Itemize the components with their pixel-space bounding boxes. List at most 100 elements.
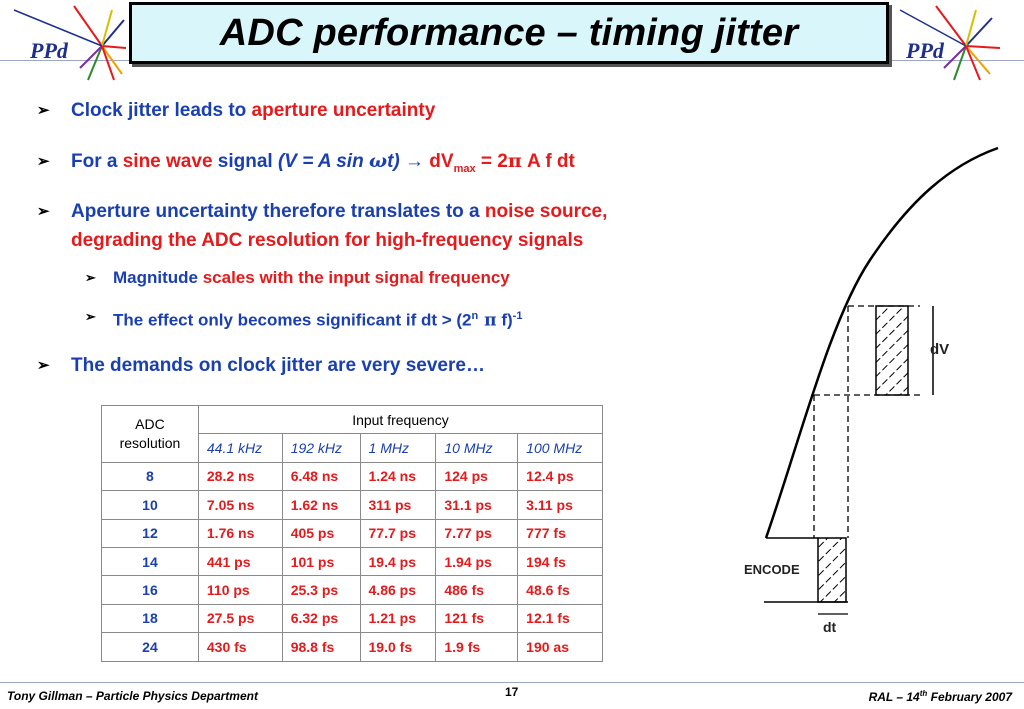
formula-arrow: → [399,151,430,172]
jitter-value-cell: 1.9 fs [435,632,519,662]
resolution-cell: 24 [101,632,199,662]
adc-resolution-header: ADC resolution [101,405,199,463]
resolution-cell: 18 [101,603,199,634]
bullet-text: The effect only becomes significant if d… [113,310,472,330]
bullet-text: Clock jitter leads to [71,100,252,121]
jitter-value-cell: 19.4 ps [359,546,437,577]
superscript-n: n [471,310,479,322]
formula-part: (V = A sin [277,151,369,172]
bullet-highlight: sine wave [122,151,213,172]
frequency-header: 10 MHz [435,433,519,463]
dv-hatched-box [875,305,909,396]
jitter-value-cell: 28.2 ns [197,461,283,492]
jitter-table: ADC resolution Input frequency 44.1 kHz 1… [101,404,604,662]
jitter-value-cell: 25.3 ps [281,575,361,605]
bullet-text: Aperture uncertainty therefore translate… [71,201,485,222]
table-row: 10 7.05 ns 1.62 ns 311 ps 31.1 ps 3.11 ps [101,490,603,520]
bullet-sine-wave: ➢ For a sine wave signal (V = A sin ωt) … [37,147,575,184]
aperture-jitter-diagram: dV ENCODE dt [744,146,999,635]
bullet-highlight: noise source, [484,201,608,222]
footer-date-sup: th [919,689,928,698]
bullet-demands: ➢ The demands on clock jitter are very s… [37,351,485,380]
jitter-value-cell: 3.11 ps [517,490,603,520]
jitter-value-cell: 4.86 ps [359,575,437,605]
formula-part: = 2 [475,151,508,172]
footer-author: Tony Gillman – Particle Physics Departme… [7,689,258,703]
jitter-value-cell: 124 ps [435,461,519,492]
frequency-header: 192 kHz [281,433,361,463]
footer-date-part: February 2007 [927,690,1012,704]
resolution-cell: 10 [101,490,199,520]
subbullet-effect: ➢ The effect only becomes significant if… [85,302,522,336]
bullet-text: The demands on clock jitter are very sev… [71,355,485,376]
bullet-text: f) [496,310,513,330]
table-row: 12 1.76 ns 405 ps 77.7 ps 7.77 ps 777 fs [101,518,603,548]
bullet-highlight: aperture uncertainty [251,100,436,121]
bullet-clock-jitter: ➢ Clock jitter leads to aperture uncerta… [37,96,436,125]
footer-date-part: RAL – 14 [868,690,920,704]
resolution-cell: 14 [101,546,199,577]
bullet-text: Magnitude [113,268,203,287]
bullet-arrow-icon: ➢ [85,309,96,324]
frequency-header: 1 MHz [359,433,437,463]
frequency-header: 44.1 kHz [197,433,283,463]
jitter-value-cell: 190 as [517,632,603,662]
frequency-header-row: 44.1 kHz 192 kHz 1 MHz 10 MHz 100 MHz [102,433,603,463]
particle-burst-icon [13,5,127,81]
jitter-value-cell: 7.05 ns [197,490,283,520]
jitter-value-cell: 486 fs [435,575,519,605]
bullet-arrow-icon: ➢ [37,357,50,374]
particle-burst-icon [899,5,1001,81]
bullet-arrow-icon: ➢ [37,102,50,119]
jitter-value-cell: 101 ps [281,546,361,577]
jitter-value-cell: 31.1 ps [435,490,519,520]
table-row: 16 110 ps 25.3 ps 4.86 ps 486 fs 48.6 fs [101,575,603,605]
jitter-value-cell: 311 ps [359,490,437,520]
jitter-value-cell: 441 ps [197,546,283,577]
jitter-value-cell: 1.62 ns [281,490,361,520]
formula-pi: π [507,150,522,172]
jitter-value-cell: 1.94 ps [435,546,519,577]
formula-omega: ω [368,150,388,172]
formula-sub: max [453,162,476,175]
ppd-logo-text-right: PPd [906,38,944,63]
jitter-value-cell: 194 fs [517,546,603,577]
footer-page-number: 17 [505,685,519,699]
title-box: ADC performance – timing jitter [129,2,889,64]
bullet-highlight: degrading the ADC resolution for high-fr… [71,230,584,251]
bullet-text: signal [212,151,278,172]
resolution-cell: 12 [101,518,199,548]
dt-label: dt [823,619,837,635]
input-frequency-header: Input frequency [197,404,604,435]
table-row: 14 441 ps 101 ps 19.4 ps 1.94 ps 194 fs [101,546,603,577]
jitter-value-cell: 1.21 ps [359,603,437,634]
bullet-text: For a [71,151,123,172]
frequency-header: 100 MHz [517,433,603,463]
table-row: 24 430 fs 98.8 fs 19.0 fs 1.9 fs 190 as [101,632,603,662]
page-title: ADC performance – timing jitter [219,11,799,54]
encode-hatched-box [817,537,847,603]
footer-date: RAL – 14th February 2007 [869,689,1012,704]
bullet-arrow-icon: ➢ [37,153,50,170]
formula-part: t) [387,151,400,172]
resolution-cell: 8 [101,461,199,492]
jitter-value-cell: 19.0 fs [359,632,437,662]
jitter-value-cell: 27.5 ps [197,603,283,634]
bullet-highlight: scales with the input signal frequency [202,268,510,287]
jitter-value-cell: 430 fs [197,632,283,662]
sine-curve [764,146,999,539]
jitter-value-cell: 405 ps [281,518,361,548]
jitter-value-cell: 7.77 ps [435,518,519,548]
bullet-arrow-icon: ➢ [85,270,96,285]
formula-dv: dV [429,151,454,172]
ppd-logo-text-left: PPd [30,38,68,63]
jitter-value-cell: 12.1 fs [517,603,603,634]
jitter-value-cell: 12.4 ps [517,461,603,492]
bullet-aperture: ➢ Aperture uncertainty therefore transla… [37,197,608,255]
jitter-value-cell: 121 fs [435,603,519,634]
bullet-arrow-icon: ➢ [37,203,50,220]
jitter-value-cell: 6.32 ps [281,603,361,634]
jitter-value-cell: 6.48 ns [281,461,361,492]
dv-label: dV [930,341,949,358]
jitter-value-cell: 1.24 ns [359,461,437,492]
